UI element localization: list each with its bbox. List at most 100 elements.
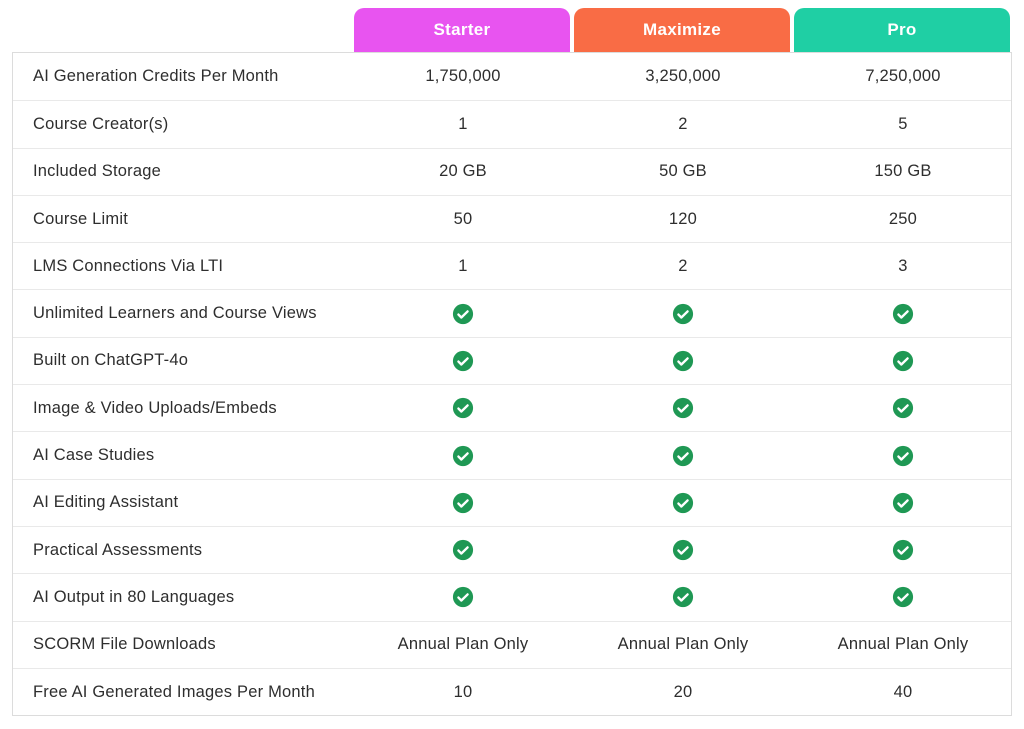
plan-tabs: Starter Maximize Pro — [12, 8, 1012, 52]
feature-label: AI Generation Credits Per Month — [33, 67, 279, 86]
value-pro: 3 — [898, 256, 908, 275]
table-row: SCORM File Downloads Annual Plan Only An… — [13, 620, 1011, 668]
table-row: AI Output in 80 Languages — [13, 573, 1011, 620]
feature-label: LMS Connections Via LTI — [33, 256, 224, 275]
tab-pro-label: Pro — [887, 20, 917, 39]
feature-label: Included Storage — [33, 162, 161, 181]
value-starter — [353, 290, 573, 336]
table-row: Practical Assessments — [13, 525, 1013, 573]
table-row: Course Creator(s) 1 2 5 — [13, 100, 1011, 147]
value-maximize: Annual Plan Only — [617, 635, 749, 654]
value-maximize — [573, 338, 793, 384]
table-row: Unlimited Learners and Course Views — [13, 289, 1011, 336]
value-starter: Annual Plan Only — [397, 635, 529, 654]
check-icon — [672, 445, 694, 466]
value-pro: Annual Plan Only — [837, 635, 969, 654]
value-pro — [793, 338, 1013, 384]
table-row: Built on ChatGPT-4o — [13, 336, 1013, 384]
check-icon — [892, 540, 914, 561]
check-icon — [892, 445, 914, 466]
value-maximize: 2 — [678, 114, 688, 133]
check-icon — [892, 492, 914, 513]
table-row: Free AI Generated Images Per Month 10 20… — [13, 667, 1011, 715]
feature-label: Free AI Generated Images Per Month — [33, 682, 315, 701]
table-row: Image & Video Uploads/Embeds — [13, 384, 1011, 431]
table-row: AI Case Studies — [13, 431, 1011, 478]
feature-label: SCORM File Downloads — [33, 635, 216, 654]
value-pro — [793, 527, 1013, 573]
check-icon — [452, 350, 474, 372]
table-row: LMS Connections Via LTI 1 2 3 — [13, 242, 1011, 289]
feature-label: Built on ChatGPT-4o — [33, 351, 189, 370]
check-icon — [452, 445, 474, 466]
table-row: AI Generation Credits Per Month 1,750,00… — [13, 53, 1011, 100]
value-maximize: 20 — [673, 682, 693, 701]
feature-comparison-table: AI Generation Credits Per Month 1,750,00… — [12, 52, 1013, 717]
value-starter — [353, 480, 573, 526]
check-icon — [672, 350, 694, 372]
feature-label: AI Editing Assistant — [33, 493, 179, 512]
value-pro — [793, 432, 1013, 478]
check-icon — [892, 398, 914, 419]
check-icon — [892, 350, 914, 372]
feature-label: Course Creator(s) — [33, 114, 169, 133]
check-icon — [892, 587, 914, 608]
check-icon — [672, 303, 694, 324]
check-icon — [452, 492, 474, 513]
table-row: Included Storage 20 GB 50 GB 150 GB — [13, 147, 1011, 195]
check-icon — [452, 587, 474, 608]
value-pro: 250 — [888, 209, 918, 228]
feature-label: AI Case Studies — [33, 446, 155, 465]
value-starter: 1,750,000 — [425, 67, 501, 86]
value-maximize: 2 — [678, 256, 688, 275]
value-starter — [353, 432, 573, 478]
value-maximize — [573, 527, 793, 573]
value-pro: 40 — [893, 682, 913, 701]
tab-starter[interactable]: Starter — [354, 8, 570, 52]
value-starter — [353, 385, 573, 431]
value-starter — [353, 338, 573, 384]
value-starter — [353, 574, 573, 620]
value-starter: 50 — [453, 209, 473, 228]
value-starter: 10 — [453, 682, 473, 701]
value-maximize: 3,250,000 — [645, 67, 721, 86]
table-row: Course Limit 50 120 250 — [13, 194, 1011, 242]
value-maximize — [573, 385, 793, 431]
value-pro: 150 GB — [874, 162, 932, 181]
tabs-spacer — [12, 8, 352, 52]
value-pro — [793, 574, 1013, 620]
value-starter: 1 — [458, 256, 468, 275]
value-pro — [793, 290, 1013, 336]
value-pro — [793, 385, 1013, 431]
feature-label: AI Output in 80 Languages — [33, 587, 235, 606]
value-maximize: 50 GB — [659, 162, 707, 181]
value-starter — [353, 527, 573, 573]
feature-label: Practical Assessments — [33, 540, 203, 559]
check-icon — [672, 398, 694, 419]
table-row: AI Editing Assistant — [13, 478, 1013, 526]
check-icon — [672, 492, 694, 513]
tab-maximize-label: Maximize — [643, 20, 721, 39]
feature-label: Image & Video Uploads/Embeds — [33, 398, 277, 417]
value-starter: 20 GB — [439, 162, 487, 181]
check-icon — [672, 587, 694, 608]
feature-label: Unlimited Learners and Course Views — [33, 304, 317, 323]
value-maximize — [573, 574, 793, 620]
value-pro — [793, 480, 1013, 526]
check-icon — [452, 540, 474, 561]
value-maximize — [573, 480, 793, 526]
value-pro: 7,250,000 — [865, 67, 941, 86]
check-icon — [892, 303, 914, 324]
feature-label: Course Limit — [33, 209, 129, 228]
check-icon — [452, 398, 474, 419]
tab-starter-label: Starter — [433, 20, 491, 39]
tab-maximize[interactable]: Maximize — [574, 8, 790, 52]
tab-pro[interactable]: Pro — [794, 8, 1010, 52]
value-pro: 5 — [898, 114, 908, 133]
value-maximize — [573, 432, 793, 478]
value-maximize — [573, 290, 793, 336]
value-starter: 1 — [458, 114, 468, 133]
value-maximize: 120 — [668, 209, 698, 228]
check-icon — [452, 303, 474, 324]
